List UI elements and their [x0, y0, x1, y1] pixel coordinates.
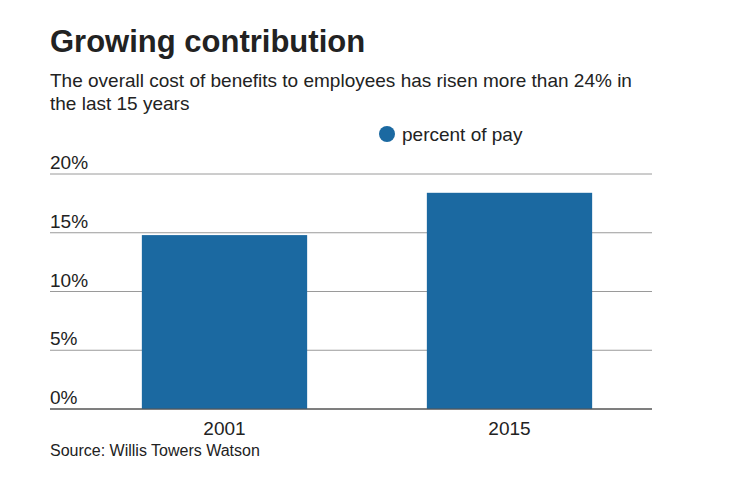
y-tick-label: 15%	[50, 211, 88, 232]
subtitle: The overall cost of benefits to employee…	[50, 70, 632, 114]
grid-line	[50, 409, 652, 410]
y-tick-label: 20%	[50, 152, 88, 173]
legend-label: percent of pay	[402, 124, 523, 145]
bar	[427, 193, 592, 409]
y-tick-label: 5%	[50, 328, 78, 349]
legend-swatch	[379, 126, 395, 142]
title: Growing contribution	[50, 24, 365, 59]
grid-line	[50, 174, 652, 175]
source: Source: Willis Towers Watson	[50, 442, 260, 459]
y-tick-label: 0%	[50, 387, 78, 408]
x-tick-label: 2001	[203, 418, 245, 439]
axis-line	[50, 409, 652, 410]
legend: percent of pay	[379, 124, 523, 145]
y-tick-label: 10%	[50, 270, 88, 291]
x-tick-label: 2015	[488, 418, 530, 439]
bars	[142, 193, 592, 409]
bar	[142, 235, 307, 409]
